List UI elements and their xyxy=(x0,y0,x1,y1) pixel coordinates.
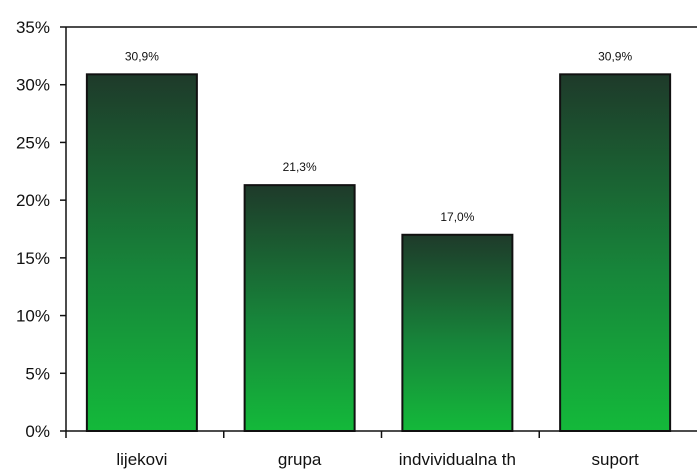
data-label: 30,9% xyxy=(598,49,632,63)
y-tick-label: 35% xyxy=(16,18,50,37)
y-tick-label: 20% xyxy=(16,191,50,210)
bar-suport xyxy=(559,73,672,432)
data-label: 17,0% xyxy=(440,210,474,224)
x-tick-label: lijekovi xyxy=(116,450,167,469)
y-tick-label: 30% xyxy=(16,76,50,95)
data-label: 30,9% xyxy=(125,49,159,63)
axes-layer: lijekovi grupa indvividualna th suport 35% 30… xyxy=(16,18,697,469)
data-labels-layer: 30,9% 21,3% 17,0% 30,9% xyxy=(125,49,633,223)
y-tick-label: 0% xyxy=(25,422,50,441)
bar-indvividualna-th xyxy=(401,233,514,432)
bars-layer xyxy=(85,73,672,432)
x-tick-label: indvividualna th xyxy=(399,450,516,469)
data-label: 21,3% xyxy=(283,160,317,174)
x-tick-label: grupa xyxy=(278,450,322,469)
bar-lijekovi xyxy=(85,73,198,432)
y-tick-label: 5% xyxy=(25,364,50,383)
x-tick-label: suport xyxy=(592,450,640,469)
y-tick-label: 10% xyxy=(16,307,50,326)
y-tick-label: 15% xyxy=(16,249,50,268)
y-tick-label: 25% xyxy=(16,133,50,152)
bar-grupa xyxy=(243,184,356,432)
